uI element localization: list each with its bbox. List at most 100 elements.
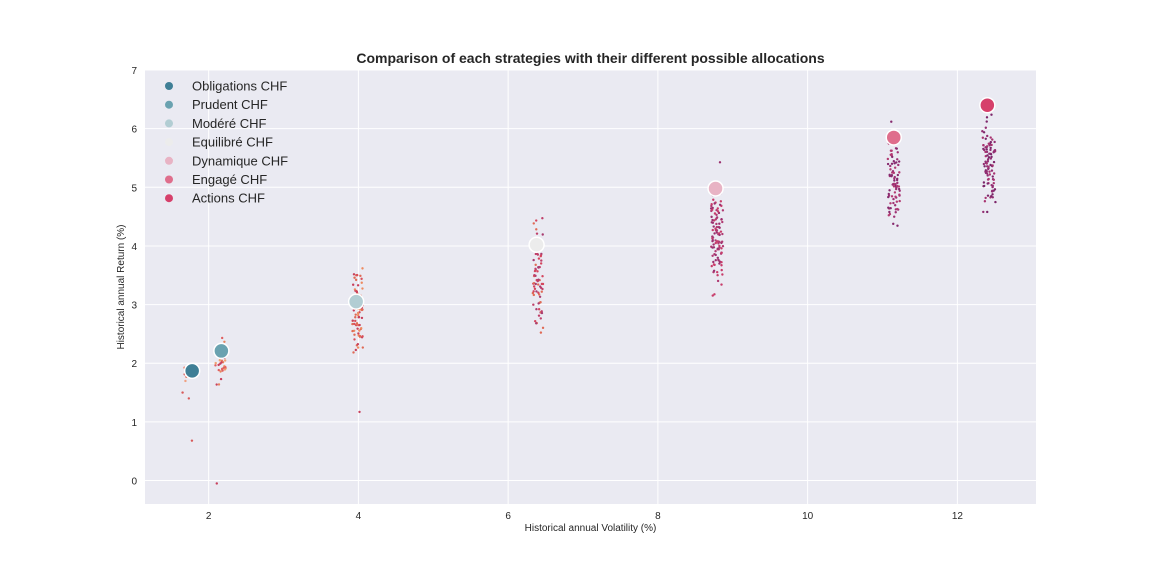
allocation-point [222,366,226,369]
allocation-point [985,170,988,173]
allocation-point [890,149,893,152]
allocation-point [532,222,535,225]
allocation-point [989,152,993,156]
allocation-point [533,269,537,273]
allocation-point [991,138,994,141]
allocation-point [711,246,714,249]
y-tick-label: 4 [131,242,137,253]
x-tick-label: 8 [655,511,661,522]
allocation-point [352,273,356,276]
strategy-marker [528,236,545,254]
legend-entry: Equilibré CHF [192,135,273,150]
allocation-point [711,294,714,297]
allocation-point [361,267,364,270]
allocation-point [982,210,985,214]
allocation-point [987,156,991,159]
allocation-point [716,279,720,283]
allocation-point [712,260,715,264]
allocation-point [718,226,721,229]
allocation-point [895,161,898,164]
allocation-point [986,160,990,163]
allocation-point [986,210,989,214]
allocation-point [354,316,357,319]
allocation-point [218,359,222,362]
allocation-point [986,182,989,185]
allocation-point [715,213,718,217]
allocation-point [540,259,543,262]
allocation-point [538,295,542,298]
x-tick-label: 10 [802,511,814,522]
allocation-point [532,293,536,297]
allocation-point [886,162,890,166]
legend-entry: Obligations CHF [192,79,287,94]
allocation-point [718,246,721,249]
allocation-point [991,175,994,178]
allocation-point [355,273,359,277]
legend: Obligations CHF Prudent CHF Modéré CHF Equi… [165,79,288,206]
allocation-point [889,153,892,156]
allocation-point [352,351,355,354]
allocation-point [892,222,895,226]
allocation-point [982,181,986,184]
allocation-point [721,209,725,212]
allocation-point [360,316,364,320]
allocation-point [892,201,895,205]
allocation-point [714,253,717,257]
y-tick-label: 3 [131,301,137,312]
allocation-point [353,276,356,279]
allocation-point [890,162,894,165]
allocation-point [720,261,723,264]
allocation-point [718,233,721,237]
allocation-point [356,284,360,287]
allocation-point [357,332,360,335]
allocation-point [985,145,989,148]
allocation-point [355,290,359,294]
allocation-point [532,303,535,306]
allocation-point [718,262,721,265]
allocation-point [536,279,539,283]
allocation-point [219,377,223,381]
allocation-point [711,206,714,210]
allocation-point [990,143,993,147]
allocation-point [985,162,988,165]
allocation-point [720,247,723,250]
allocation-point [889,202,892,205]
allocation-point [535,290,538,293]
allocation-point [711,208,714,212]
allocation-point [988,173,992,176]
allocation-point [187,397,191,400]
allocation-point [721,273,724,276]
allocation-point [896,224,899,227]
allocation-point [896,181,899,185]
allocation-point [541,287,544,291]
allocation-point [991,164,994,167]
allocation-point [896,173,900,177]
allocation-point [891,170,895,173]
allocation-point [539,262,543,265]
y-axis-label: Historical annual Return (%) [116,224,127,349]
allocation-point [356,327,359,330]
allocation-point [534,322,538,325]
allocation-point [893,175,896,179]
allocation-point [984,150,987,154]
allocation-point [993,188,997,191]
allocation-point [358,410,361,414]
y-tick-label: 7 [131,66,137,77]
allocation-point [713,232,716,235]
allocation-point [361,335,364,338]
allocation-point [358,329,361,332]
allocation-point [223,368,227,371]
allocation-point [537,266,540,269]
allocation-point [987,165,990,168]
allocation-point [720,251,723,254]
allocation-point [536,283,540,286]
allocation-point [887,214,890,217]
allocation-point [712,198,715,201]
strategy-marker [707,180,724,197]
allocation-point [353,288,357,291]
allocation-point [985,120,988,123]
allocation-point [895,186,898,189]
allocation-point [355,322,359,325]
allocation-point [718,203,722,206]
allocation-point [716,210,720,213]
